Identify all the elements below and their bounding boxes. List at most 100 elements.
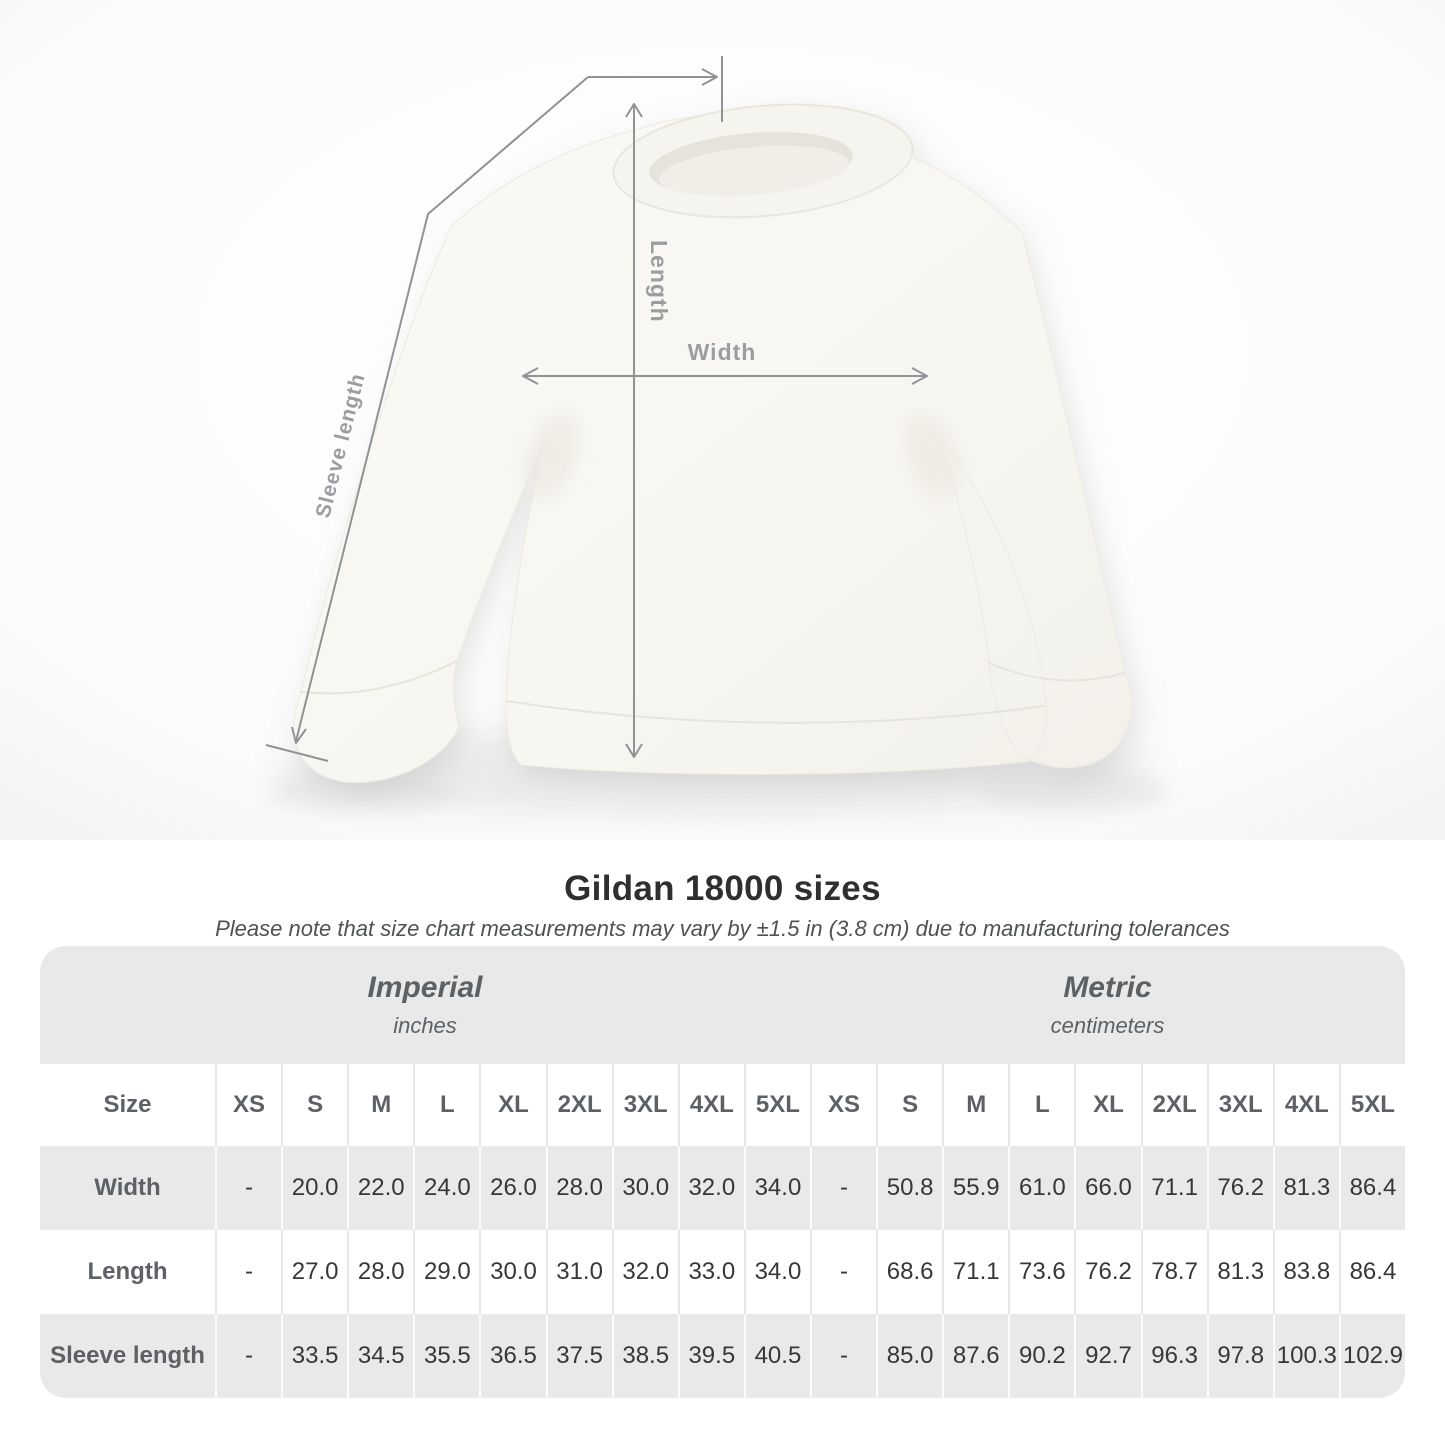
size-value: 85.0 — [876, 1314, 943, 1398]
size-value: 50.8 — [876, 1146, 943, 1230]
size-corner-header: Size — [40, 1064, 215, 1146]
group-unit: centimeters — [1050, 1013, 1165, 1038]
size-value: - — [810, 1314, 877, 1398]
size-column-header: 5XL — [1338, 1064, 1405, 1146]
group-name: Imperial — [367, 971, 483, 1004]
size-value: - — [215, 1146, 282, 1230]
size-value: 33.0 — [677, 1230, 744, 1314]
group-unit: inches — [393, 1013, 457, 1038]
rib-seams — [300, 660, 1126, 724]
size-value: 97.8 — [1206, 1314, 1273, 1398]
arrowhead-up-icon — [625, 103, 643, 118]
size-value: 83.8 — [1272, 1230, 1339, 1314]
size-value: 37.5 — [545, 1314, 612, 1398]
arrowhead-left-icon — [522, 367, 539, 385]
measurement-lines — [265, 56, 928, 762]
sleeve-length-line — [295, 76, 589, 742]
unit-group-header-metric: Metric centimeters — [810, 946, 1405, 1064]
size-value: 96.3 — [1140, 1314, 1207, 1398]
size-value: 86.4 — [1338, 1230, 1405, 1314]
size-value: 71.1 — [1140, 1146, 1207, 1230]
size-value: 76.2 — [1074, 1230, 1141, 1314]
size-value: - — [215, 1314, 282, 1398]
size-table: Imperial inches Metric centimeters Size XS S M L… — [40, 946, 1405, 1398]
size-value: 102.9 — [1338, 1314, 1405, 1398]
length-label: Length — [646, 240, 672, 323]
size-value: 36.5 — [479, 1314, 546, 1398]
size-value: 24.0 — [413, 1146, 480, 1230]
size-value: 29.0 — [413, 1230, 480, 1314]
row-label: Width — [40, 1146, 215, 1230]
size-value: 33.5 — [281, 1314, 348, 1398]
size-value: 27.0 — [281, 1230, 348, 1314]
sweatshirt-illustration — [293, 103, 1134, 784]
size-diagram: Length Width Sleeve length — [0, 0, 1445, 840]
size-value: - — [810, 1146, 877, 1230]
size-column-header: 4XL — [677, 1064, 744, 1146]
size-value: 34.0 — [743, 1146, 810, 1230]
size-value: 78.7 — [1140, 1230, 1207, 1314]
size-value: 26.0 — [479, 1146, 546, 1230]
size-value: 28.0 — [347, 1230, 414, 1314]
size-value: 73.6 — [1008, 1230, 1075, 1314]
size-column-header: 2XL — [1140, 1064, 1207, 1146]
size-value: 34.0 — [743, 1230, 810, 1314]
size-column-header: L — [1008, 1064, 1075, 1146]
size-value: - — [810, 1230, 877, 1314]
size-value: 20.0 — [281, 1146, 348, 1230]
size-column-header: L — [413, 1064, 480, 1146]
size-value: - — [215, 1230, 282, 1314]
size-value: 38.5 — [611, 1314, 678, 1398]
size-column-header: S — [876, 1064, 943, 1146]
size-value: 71.1 — [942, 1230, 1009, 1314]
size-value: 34.5 — [347, 1314, 414, 1398]
size-column-header: 3XL — [611, 1064, 678, 1146]
size-value: 55.9 — [942, 1146, 1009, 1230]
size-value: 32.0 — [611, 1230, 678, 1314]
size-column-header: 5XL — [743, 1064, 810, 1146]
size-value: 86.4 — [1338, 1146, 1405, 1230]
width-label: Width — [688, 339, 757, 365]
row-label: Sleeve length — [40, 1314, 215, 1398]
size-value: 35.5 — [413, 1314, 480, 1398]
arrowhead-down-icon — [625, 743, 643, 758]
page-title: Gildan 18000 sizes — [564, 869, 881, 909]
size-value: 87.6 — [942, 1314, 1009, 1398]
row-label: Length — [40, 1230, 215, 1314]
size-value: 32.0 — [677, 1146, 744, 1230]
size-value: 81.3 — [1206, 1230, 1273, 1314]
arrowhead-sleeve-icon — [291, 726, 307, 744]
size-value: 22.0 — [347, 1146, 414, 1230]
size-value: 39.5 — [677, 1314, 744, 1398]
tolerance-note: Please note that size chart measurements… — [215, 916, 1230, 941]
arrowhead-right2-icon — [911, 367, 928, 385]
size-column-header: S — [281, 1064, 348, 1146]
size-value: 90.2 — [1008, 1314, 1075, 1398]
group-name: Metric — [1063, 971, 1152, 1004]
size-value: 30.0 — [611, 1146, 678, 1230]
size-value: 28.0 — [545, 1146, 612, 1230]
size-value: 30.0 — [479, 1230, 546, 1314]
arrowhead-right-icon — [701, 68, 718, 86]
size-column-header: 2XL — [545, 1064, 612, 1146]
size-value: 92.7 — [1074, 1314, 1141, 1398]
size-value: 68.6 — [876, 1230, 943, 1314]
size-column-header: XS — [215, 1064, 282, 1146]
size-value: 100.3 — [1272, 1314, 1339, 1398]
unit-group-header-imperial: Imperial inches — [40, 946, 810, 1064]
size-value: 66.0 — [1074, 1146, 1141, 1230]
size-column-header: XS — [810, 1064, 877, 1146]
size-value: 76.2 — [1206, 1146, 1273, 1230]
size-column-header: 3XL — [1206, 1064, 1273, 1146]
size-value: 40.5 — [743, 1314, 810, 1398]
size-column-header: XL — [479, 1064, 546, 1146]
size-value: 31.0 — [545, 1230, 612, 1314]
size-column-header: M — [347, 1064, 414, 1146]
size-column-header: M — [942, 1064, 1009, 1146]
sleeve-end-tick — [265, 744, 329, 762]
size-column-header: 4XL — [1272, 1064, 1339, 1146]
size-value: 81.3 — [1272, 1146, 1339, 1230]
size-column-header: XL — [1074, 1064, 1141, 1146]
collar — [612, 103, 914, 219]
